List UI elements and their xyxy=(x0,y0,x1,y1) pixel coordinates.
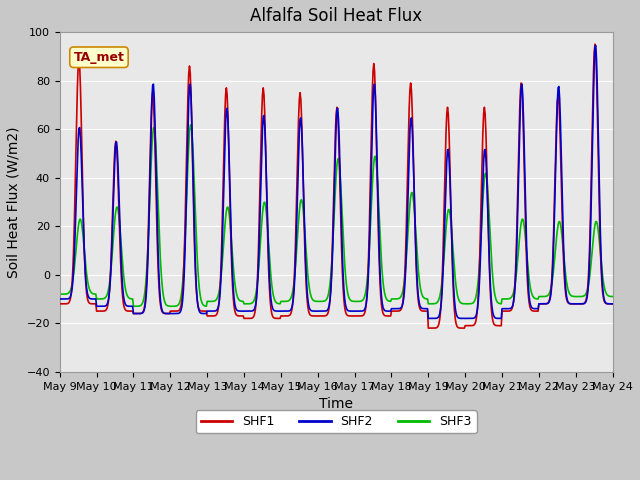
SHF2 xyxy=(56,296,63,302)
Y-axis label: Soil Heat Flux (W/m2): Soil Heat Flux (W/m2) xyxy=(7,126,21,277)
SHF1 xyxy=(177,303,185,309)
Line: SHF1: SHF1 xyxy=(60,44,612,328)
SHF3 xyxy=(438,284,445,289)
Text: TA_met: TA_met xyxy=(74,51,124,64)
SHF2 xyxy=(559,213,566,219)
Line: SHF3: SHF3 xyxy=(60,125,612,306)
SHF3 xyxy=(202,303,210,309)
SHF1 xyxy=(328,268,335,274)
SHF1 xyxy=(609,301,616,307)
SHF2 xyxy=(328,275,335,280)
SHF3 xyxy=(559,250,567,255)
SHF1 xyxy=(424,325,432,331)
SHF1 xyxy=(591,41,599,47)
Line: SHF2: SHF2 xyxy=(60,46,612,318)
SHF1 xyxy=(56,301,63,307)
SHF3 xyxy=(178,288,186,294)
SHF2 xyxy=(201,311,209,316)
SHF3 xyxy=(187,122,195,128)
SHF2 xyxy=(436,306,444,312)
SHF3 xyxy=(329,235,337,240)
SHF2 xyxy=(381,308,389,313)
SHF3 xyxy=(130,303,138,309)
Title: Alfalfa Soil Heat Flux: Alfalfa Soil Heat Flux xyxy=(250,7,422,25)
X-axis label: Time: Time xyxy=(319,397,353,411)
SHF1 xyxy=(381,313,389,319)
SHF2 xyxy=(592,43,600,48)
SHF3 xyxy=(56,291,63,297)
SHF1 xyxy=(559,233,566,239)
SHF1 xyxy=(436,308,444,313)
SHF2 xyxy=(609,301,616,307)
SHF3 xyxy=(383,297,390,302)
SHF2 xyxy=(177,307,185,313)
Legend: SHF1, SHF2, SHF3: SHF1, SHF2, SHF3 xyxy=(196,410,477,433)
SHF1 xyxy=(201,308,209,314)
SHF2 xyxy=(424,315,432,321)
SHF3 xyxy=(609,294,616,300)
